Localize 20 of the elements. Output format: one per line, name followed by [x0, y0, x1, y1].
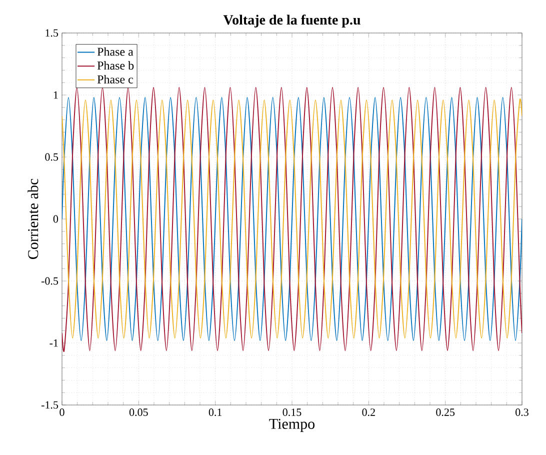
y-tick-label: 0.5 [45, 153, 58, 161]
x-tick-label: 0.05 [129, 408, 148, 416]
x-tick-label: 0.1 [208, 408, 222, 416]
y-tick-label: 1 [54, 91, 58, 99]
y-tick-label: 1.5 [46, 29, 58, 37]
legend-label: Phase c [97, 75, 134, 84]
legend-label: Phase a [97, 47, 134, 56]
y-tick-label: -1 [50, 339, 58, 347]
y-tick-label: -1.5 [41, 401, 58, 409]
x-tick-label: 0.2 [362, 408, 375, 416]
y-tick-label: 0 [53, 215, 58, 223]
legend-label: Phase b [97, 61, 134, 70]
chart-title: Voltaje de la fuente p.u [223, 14, 360, 28]
y-axis-title: Corriente abc [28, 178, 38, 259]
x-tick-label: 0.3 [516, 408, 528, 416]
x-axis-title: Tiempo [269, 418, 315, 432]
x-tick-label: 0 [60, 408, 64, 416]
x-tick-label: 0.25 [436, 408, 455, 416]
y-tick-label: -0.5 [41, 277, 58, 285]
x-tick-label: 0.15 [282, 408, 302, 416]
